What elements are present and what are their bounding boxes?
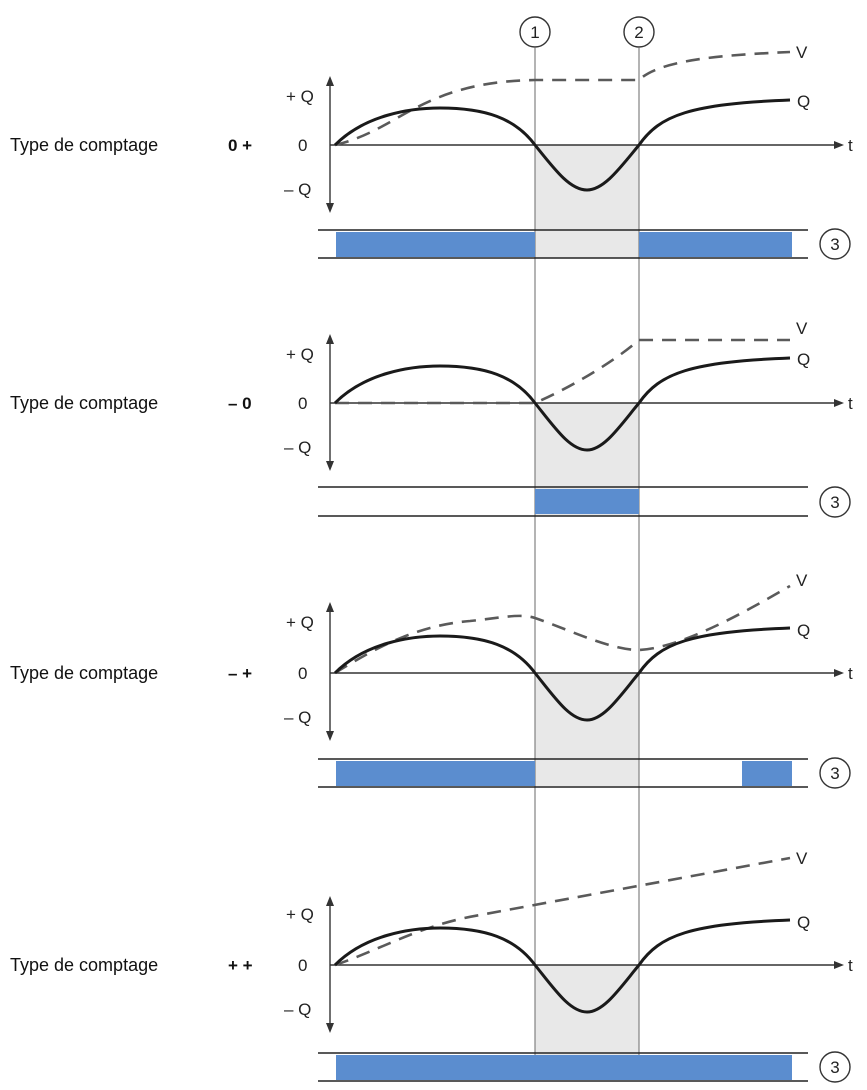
row-1-y-arrow-down <box>326 203 334 213</box>
row-4-mode: + + <box>228 956 253 975</box>
svg-text:3: 3 <box>830 764 839 783</box>
row-1-t-label: t <box>848 136 853 155</box>
row-2-y-arrow-up <box>326 334 334 344</box>
row-1-y-arrow-up <box>326 76 334 86</box>
row-2-minus-q: – Q <box>284 438 311 457</box>
row-2-t-label: t <box>848 394 853 413</box>
row-1: Type de comptage 0 + + Q 0 – Q t V Q 3 <box>10 43 853 260</box>
row-1-zero: 0 <box>298 136 307 155</box>
row-4-y-arrow-up <box>326 896 334 906</box>
row-1-minus-q: – Q <box>284 180 311 199</box>
row-3-mode: – + <box>228 664 252 683</box>
row-3-t-label: t <box>848 664 853 683</box>
row-2-q-curve <box>333 356 791 452</box>
row-3: Type de comptage – + + Q 0 – Q t V Q 3 <box>10 571 853 789</box>
row-1-t-arrow <box>834 141 844 149</box>
row-3-zero: 0 <box>298 664 307 683</box>
row-4-t-arrow <box>834 961 844 969</box>
row-3-bar-2 <box>742 761 792 786</box>
row-2-plus-q: + Q <box>286 345 314 364</box>
row-2-bar-1 <box>535 489 639 514</box>
row-4: Type de comptage + + + Q 0 – Q t V Q 3 <box>10 849 853 1083</box>
row-3-v-curve <box>334 584 791 675</box>
row-4-q-label: Q <box>797 913 810 932</box>
row-2-v-label: V <box>796 319 808 338</box>
row-4-label: Type de comptage <box>10 955 158 975</box>
shade-row-3 <box>535 673 639 786</box>
marker-2: 2 <box>623 16 655 48</box>
row-1-v-label: V <box>796 43 808 62</box>
row-1-mode: 0 + <box>228 136 252 155</box>
row-3-y-arrow-up <box>326 602 334 612</box>
row-4-v-curve <box>334 856 791 967</box>
row-4-q-curve <box>333 918 791 1014</box>
row-1-v-curve <box>334 50 791 147</box>
row-2-mode: – 0 <box>228 394 252 413</box>
row-2-marker-3: 3 <box>819 486 851 518</box>
row-1-q-curve <box>333 98 791 192</box>
row-3-minus-q: – Q <box>284 708 311 727</box>
row-3-plus-q: + Q <box>286 613 314 632</box>
row-3-marker-3: 3 <box>819 757 851 789</box>
svg-text:3: 3 <box>830 1058 839 1077</box>
row-2-label: Type de comptage <box>10 393 158 413</box>
row-2: Type de comptage – 0 + Q 0 – Q t V Q 3 <box>10 319 853 518</box>
row-1-q-label: Q <box>797 92 810 111</box>
row-1-marker-3: 3 <box>819 228 851 260</box>
row-4-y-arrow-down <box>326 1023 334 1033</box>
row-3-label: Type de comptage <box>10 663 158 683</box>
row-3-v-label: V <box>796 571 808 590</box>
row-2-v-curve <box>335 338 790 405</box>
row-4-bar-1 <box>336 1055 792 1080</box>
row-1-bar-1 <box>336 232 535 257</box>
row-4-marker-3: 3 <box>819 1051 851 1083</box>
row-1-plus-q: + Q <box>286 87 314 106</box>
marker-1-label: 1 <box>530 23 539 42</box>
svg-text:3: 3 <box>830 235 839 254</box>
row-1-label: Type de comptage <box>10 135 158 155</box>
row-2-t-arrow <box>834 399 844 407</box>
row-4-zero: 0 <box>298 956 307 975</box>
row-2-zero: 0 <box>298 394 307 413</box>
row-4-t-label: t <box>848 956 853 975</box>
row-3-y-arrow-down <box>326 731 334 741</box>
row-1-bar-2 <box>639 232 792 257</box>
row-3-t-arrow <box>834 669 844 677</box>
row-2-q-label: Q <box>797 350 810 369</box>
row-3-bar-1 <box>336 761 535 786</box>
row-4-plus-q: + Q <box>286 905 314 924</box>
row-4-v-label: V <box>796 849 808 868</box>
row-4-minus-q: – Q <box>284 1000 311 1019</box>
marker-2-label: 2 <box>634 23 643 42</box>
row-2-y-arrow-down <box>326 461 334 471</box>
svg-text:3: 3 <box>830 493 839 512</box>
negative-flow-zones <box>535 145 639 1080</box>
marker-1: 1 <box>519 16 551 48</box>
row-3-q-label: Q <box>797 621 810 640</box>
row-3-q-curve <box>333 626 791 722</box>
